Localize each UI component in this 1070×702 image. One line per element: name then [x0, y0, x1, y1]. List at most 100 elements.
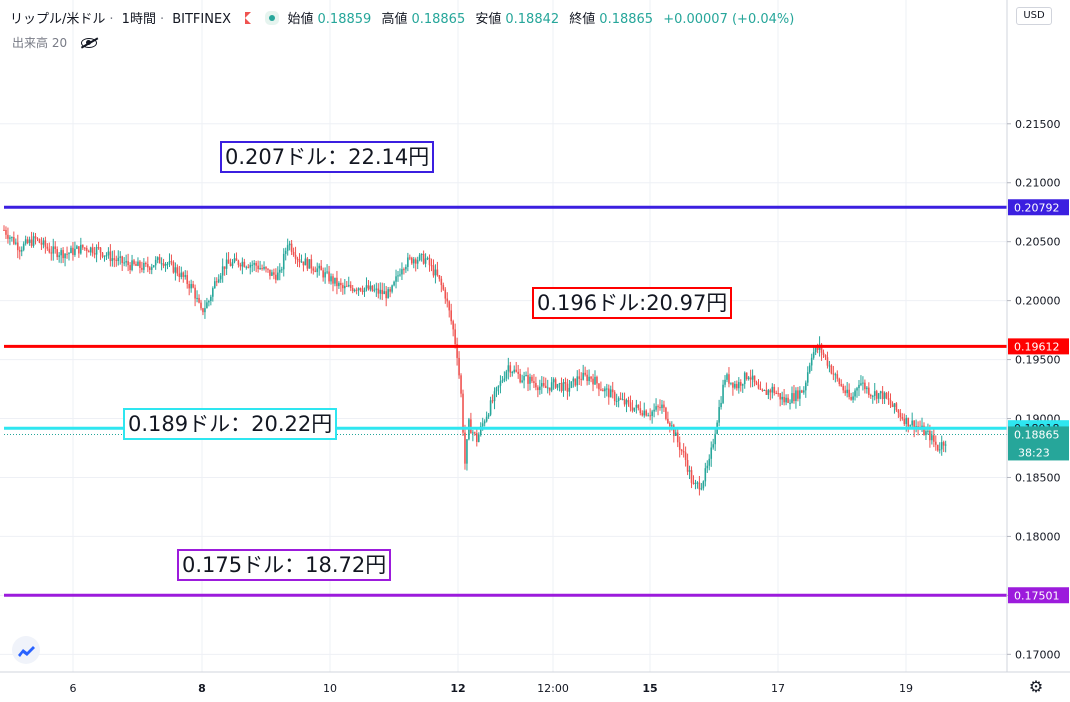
candle [942, 440, 945, 453]
candle [367, 280, 370, 291]
candle-body [598, 383, 600, 390]
candle [909, 424, 911, 427]
interval[interactable]: 1時間 [121, 12, 156, 27]
candle-body [590, 376, 592, 379]
candle [844, 385, 846, 396]
candle [245, 265, 248, 270]
candle-body [542, 383, 545, 386]
candle [542, 376, 545, 388]
candle [842, 383, 845, 394]
candle [885, 391, 888, 400]
candle-body [665, 407, 667, 419]
candle [286, 238, 289, 256]
candle [678, 436, 681, 458]
candle-body [80, 244, 82, 254]
candle-body [503, 378, 506, 381]
candle [491, 394, 494, 404]
candle-body [887, 398, 890, 400]
candle-body [883, 392, 886, 399]
candle [200, 299, 202, 311]
candle-body [940, 442, 943, 450]
annotation-0207[interactable]: 0.207ドル：22.14円 [220, 141, 435, 173]
candle-body [552, 379, 555, 383]
annotation-0175[interactable]: 0.175ドル：18.72円 [177, 549, 392, 581]
candle-body [336, 277, 338, 287]
candle [661, 399, 663, 414]
candle [131, 254, 133, 272]
candle [860, 375, 862, 387]
candle-body [901, 417, 904, 419]
candle [738, 377, 740, 394]
eye-hidden-icon[interactable] [80, 38, 97, 48]
volume-legend: 出来高 20 [12, 34, 97, 51]
candle [755, 380, 758, 386]
candle-body [942, 442, 945, 446]
candle-body [724, 379, 726, 385]
candle-body [694, 482, 697, 484]
candle [241, 257, 244, 275]
candle [940, 435, 943, 456]
candle-body [840, 384, 843, 386]
candle-body [113, 258, 116, 260]
candle [82, 244, 84, 250]
annotation-0189[interactable]: 0.189ドル：20.22円 [123, 408, 338, 440]
candle [387, 286, 389, 299]
candle [474, 431, 476, 436]
candle-body [412, 259, 415, 264]
candle [686, 453, 689, 476]
candle [219, 273, 222, 283]
candle [389, 286, 391, 298]
low-value: 0.18842 [505, 12, 560, 27]
candle [808, 362, 811, 374]
candle [363, 287, 366, 297]
candle-body [26, 239, 29, 243]
candle-body [586, 374, 588, 382]
candle-body [255, 262, 257, 266]
candle-body [101, 252, 104, 257]
flag-icon[interactable] [245, 12, 252, 24]
candle-body [714, 433, 716, 445]
candle-body [897, 410, 900, 413]
candle-body [525, 375, 527, 377]
candle-body [580, 378, 583, 380]
candle-body [150, 267, 153, 270]
candle-body [235, 258, 238, 261]
candle-body [403, 269, 405, 271]
candle [432, 259, 435, 278]
candle-body [46, 246, 49, 249]
candle-body [619, 398, 622, 400]
candle [773, 384, 776, 396]
candle [194, 284, 196, 307]
candle-body [143, 263, 145, 270]
candle-body [5, 229, 7, 235]
candle [38, 238, 41, 244]
candle [606, 383, 608, 397]
candle [804, 380, 807, 398]
candle-body [757, 384, 760, 389]
candle-body [529, 376, 531, 384]
candle [111, 250, 114, 267]
candle [527, 367, 529, 392]
candle-body [852, 396, 854, 400]
candle-body [491, 400, 494, 402]
candle [316, 262, 319, 278]
candle [870, 393, 872, 399]
candle [539, 379, 541, 395]
candle-body [210, 296, 212, 302]
candle [265, 266, 267, 273]
candle-body [635, 404, 638, 408]
candle-body [775, 393, 778, 395]
candle [32, 232, 35, 248]
currency-button[interactable]: USD [1016, 7, 1052, 25]
symbol-name[interactable]: リップル/米ドル [10, 12, 106, 27]
annotation-0196[interactable]: 0.196ドル:20.97円 [532, 287, 733, 319]
candle [564, 377, 567, 391]
candle [836, 370, 839, 382]
candle-body [357, 288, 360, 291]
candle [336, 270, 338, 295]
candle [598, 383, 600, 397]
candle [422, 250, 425, 265]
tradingview-logo-icon[interactable] [12, 636, 40, 664]
gear-icon[interactable]: ⚙ [1028, 677, 1044, 696]
